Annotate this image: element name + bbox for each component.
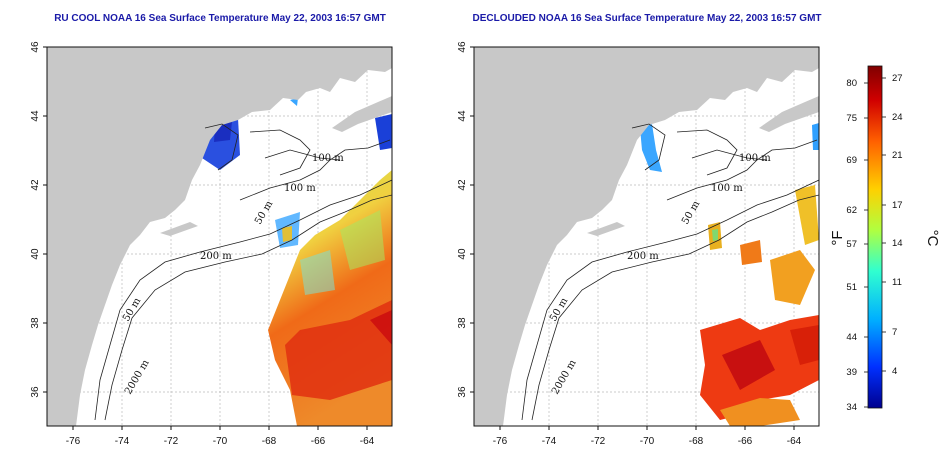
left-x-tick: -70 (213, 436, 228, 447)
colorbar-c-tick: 17 (892, 200, 903, 211)
colorbar-celsius-label: °C (924, 230, 941, 247)
left-y-axis (43, 46, 47, 393)
right-x-tick: -64 (787, 436, 802, 447)
right-bathymetry-contours (521, 123, 819, 421)
left-x-axis (72, 426, 368, 430)
right-y-tick: 46 (457, 41, 468, 53)
colorbar-c-tick: 27 (892, 73, 903, 84)
colorbar-c-tick: 4 (892, 366, 897, 377)
left-contour-label-200m: 200 m (200, 251, 232, 262)
left-bathymetry-contours (94, 123, 392, 421)
right-x-tick: -70 (640, 436, 655, 447)
colorbar-f-tick: 75 (846, 113, 857, 124)
right-y-axis (470, 46, 474, 393)
right-y-tick: 42 (457, 179, 468, 191)
colorbar-f-tick: 80 (846, 78, 857, 89)
right-long-island (587, 222, 625, 236)
right-contour-label-100m-2: 100 m (711, 183, 743, 194)
colorbar-f-tick: 44 (846, 332, 857, 343)
left-y-tick: 42 (30, 179, 41, 191)
right-x-tick: -76 (493, 436, 508, 447)
temperature-colorbar: 80 75 69 62 57 51 44 39 34 27 24 21 17 1… (829, 65, 941, 413)
colorbar-fahrenheit-tickmarks (864, 82, 868, 408)
left-contour-label-100m-2: 100 m (284, 183, 316, 194)
left-x-tick: -64 (360, 436, 375, 447)
right-map-panel: DECLOUDED NOAA 16 Sea Surface Temperatur… (457, 13, 822, 447)
right-contour-label-100m: 100 m (739, 153, 771, 164)
colorbar-f-tick: 69 (846, 155, 857, 166)
right-x-axis (499, 426, 795, 430)
colorbar-f-tick: 34 (846, 402, 857, 413)
right-x-tick: -74 (542, 436, 557, 447)
colorbar-c-tick: 21 (892, 150, 903, 161)
right-y-tick: 44 (457, 110, 468, 122)
left-contour-label-100m: 100 m (312, 153, 344, 164)
colorbar-f-tick: 57 (846, 239, 857, 250)
left-y-tick: 36 (30, 386, 41, 398)
right-y-tick: 36 (457, 386, 468, 398)
left-nova-scotia (332, 96, 392, 132)
left-x-tick: -72 (164, 436, 179, 447)
left-landmass (47, 47, 392, 426)
colorbar-c-tick: 7 (892, 327, 897, 338)
colorbar-fahrenheit-label: °F (829, 230, 846, 245)
left-y-tick: 40 (30, 248, 41, 260)
right-landmass (474, 47, 819, 426)
colorbar-gradient (867, 65, 883, 409)
left-x-tick: -66 (311, 436, 326, 447)
left-y-tick: 38 (30, 317, 41, 329)
left-y-tick: 44 (30, 110, 41, 122)
colorbar-f-tick: 62 (846, 205, 857, 216)
colorbar-c-tick: 11 (892, 277, 902, 288)
right-x-tick: -72 (591, 436, 606, 447)
right-panel-title: DECLOUDED NOAA 16 Sea Surface Temperatur… (472, 13, 821, 24)
right-x-tick: -68 (689, 436, 704, 447)
right-y-tick: 38 (457, 317, 468, 329)
colorbar-celsius-tickmarks (882, 77, 886, 372)
right-sst-data (640, 123, 819, 426)
left-sst-data (202, 98, 392, 426)
right-y-tick: 40 (457, 248, 468, 260)
left-panel-title: RU COOL NOAA 16 Sea Surface Temperature … (54, 13, 386, 24)
left-x-tick: -68 (262, 436, 277, 447)
left-y-tick: 46 (30, 41, 41, 53)
right-nova-scotia (759, 96, 819, 132)
colorbar-c-tick: 24 (892, 112, 903, 123)
right-x-tick: -66 (738, 436, 753, 447)
left-long-island (160, 222, 198, 236)
left-x-tick: -74 (115, 436, 130, 447)
colorbar-f-tick: 51 (846, 282, 857, 293)
left-map-panel: RU COOL NOAA 16 Sea Surface Temperature … (30, 13, 393, 447)
left-x-tick: -76 (66, 436, 81, 447)
right-contour-label-200m: 200 m (627, 251, 659, 262)
colorbar-f-tick: 39 (846, 367, 857, 378)
colorbar-c-tick: 14 (892, 238, 903, 249)
